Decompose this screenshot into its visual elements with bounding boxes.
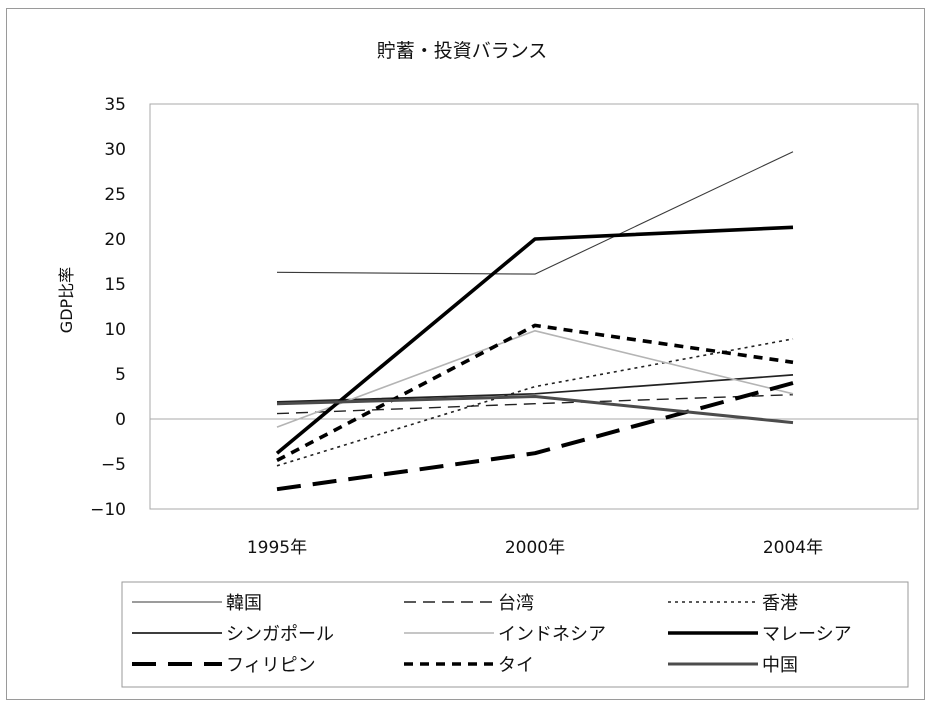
legend-label: 香港 — [762, 593, 798, 614]
y-tick-label: 30 — [104, 140, 126, 160]
x-tick-label: 1995年 — [247, 538, 307, 558]
legend-label: インドネシア — [498, 624, 606, 645]
y-tick-label: 35 — [104, 95, 126, 115]
legend-label: 台湾 — [498, 593, 534, 614]
y-tick-label: 5 — [115, 365, 126, 385]
legend-label: フィリピン — [226, 655, 316, 676]
series-line-2 — [276, 394, 794, 415]
y-tick-label: 25 — [104, 185, 126, 205]
y-tick-label: 20 — [104, 230, 126, 250]
series-line-1 — [276, 151, 794, 275]
x-tick-label: 2000年 — [505, 538, 565, 558]
series-line-8 — [276, 323, 794, 462]
series-line-4 — [276, 374, 794, 403]
legend-label: マレーシア — [762, 624, 852, 645]
y-tick-label: 15 — [104, 275, 126, 295]
legend-label: 中国 — [762, 655, 798, 676]
y-tick-label: −10 — [90, 500, 126, 520]
y-tick-label: 10 — [104, 320, 126, 340]
x-tick-label: 2004年 — [763, 538, 823, 558]
series-line-6 — [275, 225, 794, 455]
legend-label: シンガポール — [226, 624, 334, 645]
chart-title: 貯蓄・投資バランス — [377, 40, 548, 62]
legend-label: 韓国 — [226, 593, 262, 614]
series-line-9 — [276, 395, 794, 425]
series-line-5 — [276, 329, 794, 428]
y-axis-label: GDP比率 — [57, 267, 76, 333]
y-tick-label: 0 — [115, 410, 126, 430]
legend-label: タイ — [498, 655, 534, 676]
legend-box — [121, 581, 909, 688]
plot-area — [149, 103, 919, 510]
y-tick-label: −5 — [101, 455, 126, 475]
series-line-7 — [276, 381, 794, 492]
